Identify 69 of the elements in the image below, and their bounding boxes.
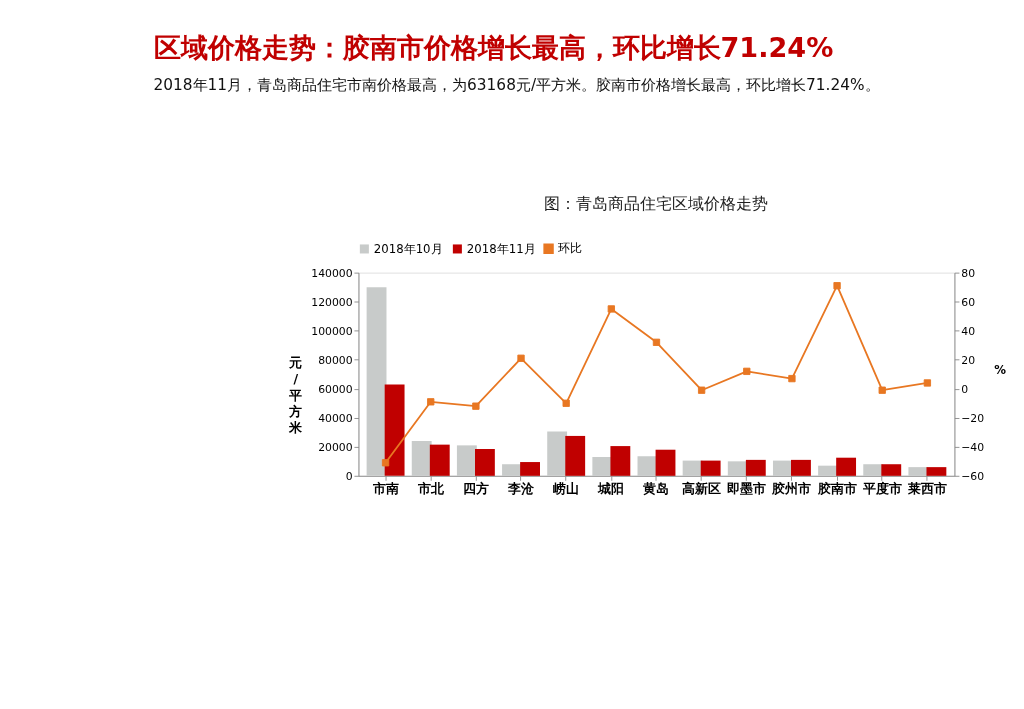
- x-tick-label: 黄岛: [642, 480, 670, 496]
- y2-tick-label: 60: [961, 295, 976, 309]
- y2-tick-label: −20: [961, 411, 985, 425]
- bar: [411, 441, 432, 476]
- y2-tick-label: 80: [961, 266, 976, 280]
- point: [427, 398, 435, 406]
- y2-tick-label: −60: [961, 469, 985, 483]
- point: [833, 282, 841, 290]
- x-tick-label: 市北: [416, 480, 445, 496]
- point: [788, 374, 796, 383]
- x-tick-label: 崂山: [553, 480, 580, 496]
- text: 图：青岛商品住宅区域价格走势: [544, 194, 769, 214]
- bar: [926, 467, 947, 476]
- point: [697, 386, 706, 394]
- bar: [610, 446, 631, 476]
- y-tick-label: 120000: [311, 295, 353, 309]
- x-tick-label: 莱西市: [906, 480, 947, 496]
- bar: [700, 460, 721, 476]
- x-tick-label: 胶南市: [816, 480, 857, 496]
- y-tick-label: 0: [345, 469, 353, 483]
- point: [472, 402, 480, 410]
- y2-tick-label: 20: [961, 353, 976, 367]
- x-tick-label: 即墨市: [727, 480, 767, 496]
- y-tick-label: 80000: [318, 353, 353, 367]
- bar: [429, 444, 450, 476]
- bar: [547, 431, 568, 476]
- legend-label: 2018年11月: [466, 241, 536, 256]
- chart-title: 区域价格走势：胶南市价格增长最高，环比增长71.24%: [153, 31, 834, 63]
- bar: [366, 287, 387, 476]
- point: [743, 367, 751, 375]
- legend-label: 2018年10月: [373, 241, 443, 256]
- x-tick-label: 平度市: [861, 480, 902, 496]
- bar: [456, 445, 477, 476]
- y2-tick-label: 40: [961, 324, 976, 338]
- y2-tick-label: 0: [961, 382, 969, 396]
- point: [878, 386, 886, 394]
- x-tick-label: 李沧: [507, 480, 536, 496]
- bar: [384, 384, 405, 476]
- bar: [637, 456, 658, 476]
- x-tick-label: 胶州市: [771, 480, 812, 496]
- y2-tick-label: −40: [961, 440, 985, 454]
- y-tick-label: 100000: [311, 324, 353, 338]
- bar: [565, 435, 586, 476]
- bar: [474, 448, 495, 476]
- bar: [655, 449, 676, 476]
- bar: [836, 457, 857, 476]
- bar: [863, 464, 884, 476]
- bar: [881, 464, 902, 476]
- point: [562, 399, 570, 407]
- x-tick-label: 市南: [371, 480, 399, 496]
- bar: [520, 462, 540, 476]
- point: [607, 305, 615, 313]
- x-tick-label: 城阳: [597, 480, 625, 496]
- y-tick-label: 140000: [311, 266, 353, 280]
- bar: [745, 459, 766, 476]
- y-tick-label: 60000: [318, 382, 353, 396]
- bar: [791, 459, 811, 476]
- point: [517, 354, 525, 362]
- y-tick-label: 40000: [318, 411, 353, 425]
- y2-axis-title: %: [994, 363, 1007, 378]
- legend-label: 环比: [558, 241, 583, 256]
- x-tick-label: 四方: [462, 480, 489, 496]
- point: [381, 459, 390, 467]
- point: [923, 379, 932, 387]
- y-axis-title: 元/平方米: [288, 355, 304, 436]
- x-tick-label: 高新区: [682, 480, 722, 496]
- chart-subtitle: 2018年11月，青岛商品住宅市南价格最高，为63168元/平方米。胶南市价格增长最高，环比增长71.24%。: [153, 76, 880, 95]
- y-tick-label: 20000: [318, 440, 353, 454]
- point: [652, 338, 661, 346]
